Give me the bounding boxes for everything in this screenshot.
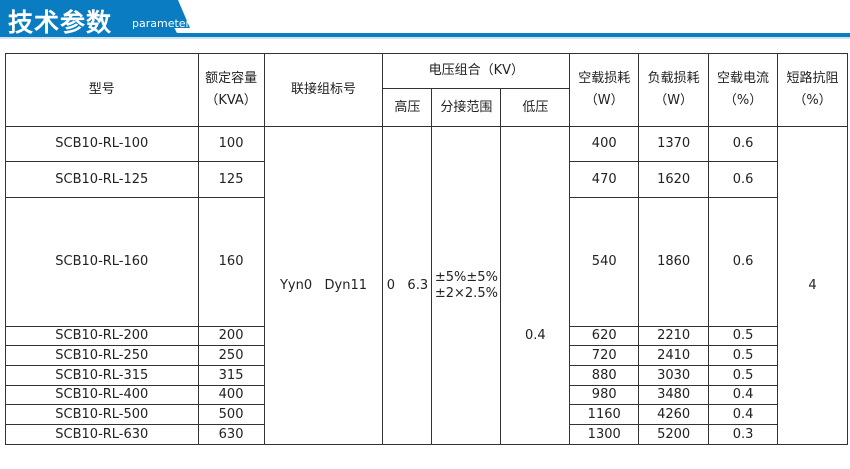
cell-no-load-current: 0.6 bbox=[708, 161, 778, 198]
cell-vector-group: Yyn0 Dyn11 bbox=[263, 126, 384, 445]
cell-no-load-current: 0.4 bbox=[708, 404, 778, 425]
header-voltage: 电压组合（KV） bbox=[382, 53, 571, 89]
cell-load-loss: 4260 bbox=[638, 404, 710, 425]
cell-load-loss: 1860 bbox=[638, 197, 710, 327]
cell-no-load-loss: 880 bbox=[569, 365, 640, 386]
cell-model: SCB10-RL-400 bbox=[5, 385, 199, 405]
table-row: SCB10-RL-100 100 Yyn0 Dyn11 0 6.3 ±5%±5% ±2×2… bbox=[5, 126, 849, 445]
table-row: SCB10-RL-160 160 540 1860 0.6 bbox=[5, 197, 848, 327]
cell-model: SCB10-RL-200 bbox=[5, 326, 199, 346]
cell-model: SCB10-RL-100 bbox=[5, 126, 199, 162]
header-load-loss: 负载损耗 （W） bbox=[638, 53, 710, 127]
header-impedance: 短路抗阻 （%） bbox=[776, 53, 849, 127]
cell-capacity: 630 bbox=[197, 424, 265, 445]
cell-model: SCB10-RL-125 bbox=[5, 161, 199, 198]
cell-no-load-current: 0.5 bbox=[708, 345, 778, 366]
cell-load-loss: 3480 bbox=[638, 385, 710, 405]
cell-no-load-loss: 1160 bbox=[569, 404, 640, 425]
cell-no-load-current: 0.5 bbox=[708, 326, 778, 346]
cell-load-loss: 2210 bbox=[638, 326, 710, 346]
cell-load-loss: 2410 bbox=[638, 345, 710, 366]
cell-no-load-loss: 470 bbox=[569, 161, 640, 198]
cell-impedance: 4 bbox=[776, 126, 849, 445]
cell-load-loss: 1370 bbox=[638, 126, 710, 162]
cell-model: SCB10-RL-250 bbox=[5, 345, 199, 366]
header-capacity: 额定容量 （KVA） bbox=[197, 53, 265, 127]
cell-capacity: 400 bbox=[197, 385, 265, 405]
cell-capacity: 315 bbox=[197, 365, 265, 386]
table-row: SCB10-RL-630 630 1300 5200 0.3 bbox=[5, 424, 848, 445]
cell-capacity: 500 bbox=[197, 404, 265, 425]
cell-tap: ±5%±5% ±2×2.5% bbox=[431, 126, 502, 445]
cell-no-load-loss: 720 bbox=[569, 345, 640, 366]
header-lv: 低压 bbox=[500, 88, 571, 127]
cell-model: SCB10-RL-160 bbox=[5, 197, 199, 327]
cell-no-load-current: 0.6 bbox=[708, 126, 778, 162]
cell-no-load-loss: 540 bbox=[569, 197, 640, 327]
cell-no-load-loss: 620 bbox=[569, 326, 640, 346]
section-subtitle: parameter bbox=[132, 17, 191, 30]
cell-model: SCB10-RL-315 bbox=[5, 365, 199, 386]
cell-no-load-loss: 980 bbox=[569, 385, 640, 405]
cell-capacity: 160 bbox=[197, 197, 265, 327]
header-model: 型号 bbox=[5, 53, 199, 127]
table-row: SCB10-RL-250 250 720 2410 0.5 bbox=[5, 345, 848, 366]
cell-model: SCB10-RL-630 bbox=[5, 424, 199, 445]
cell-load-loss: 1620 bbox=[638, 161, 710, 198]
section-title: 技术参数 bbox=[8, 8, 113, 37]
header-hv: 高压 bbox=[382, 88, 433, 127]
cell-no-load-current: 0.3 bbox=[708, 424, 778, 445]
cell-hv: 0 6.3 bbox=[382, 126, 433, 445]
table-row: SCB10-RL-400 400 980 3480 0.4 bbox=[5, 385, 848, 405]
cell-model: SCB10-RL-500 bbox=[5, 404, 199, 425]
header-no-load-current: 空载电流 （%） bbox=[708, 53, 778, 127]
cell-capacity: 100 bbox=[197, 126, 265, 162]
cell-no-load-current: 0.6 bbox=[708, 197, 778, 327]
parameter-table: 型号 额定容量 （KVA） 联接组标号 电压组合（KV） 空载损耗 （W） 负载损耗… bbox=[5, 53, 849, 445]
header-band bbox=[0, 0, 850, 39]
table-row: SCB10-RL-125 125 470 1620 0.6 bbox=[5, 161, 848, 198]
header-vector-group: 联接组标号 bbox=[263, 53, 384, 127]
cell-load-loss: 5200 bbox=[638, 424, 710, 445]
cell-capacity: 125 bbox=[197, 161, 265, 198]
cell-no-load-current: 0.4 bbox=[708, 385, 778, 405]
cell-load-loss: 3030 bbox=[638, 365, 710, 386]
cell-no-load-loss: 400 bbox=[569, 126, 640, 162]
cell-no-load-loss: 1300 bbox=[569, 424, 640, 445]
cell-capacity: 250 bbox=[197, 345, 265, 366]
header-tap: 分接范围 bbox=[431, 88, 502, 127]
table-row: SCB10-RL-315 315 880 3030 0.5 bbox=[5, 365, 848, 386]
cell-lv: 0.4 bbox=[500, 126, 571, 445]
cell-no-load-current: 0.5 bbox=[708, 365, 778, 386]
table-row: SCB10-RL-500 500 1160 4260 0.4 bbox=[5, 404, 848, 425]
cell-capacity: 200 bbox=[197, 326, 265, 346]
header-no-load-loss: 空载损耗 （W） bbox=[569, 53, 640, 127]
